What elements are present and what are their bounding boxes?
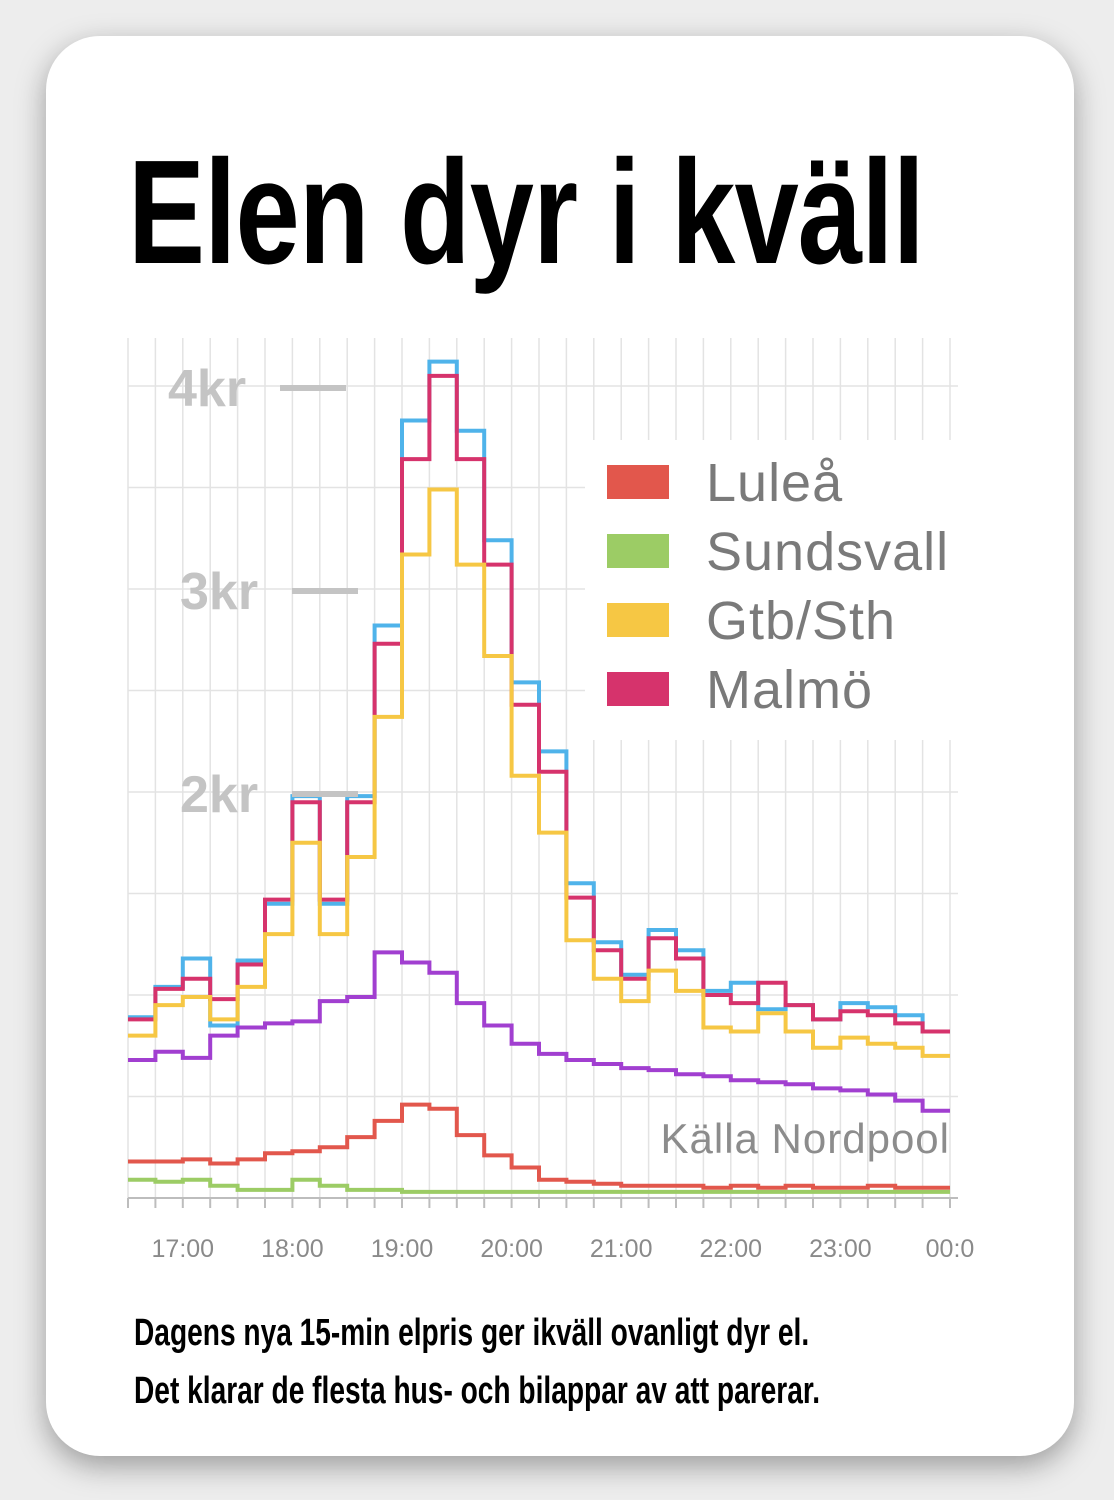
x-tick-label: 18:00: [261, 1235, 324, 1263]
page-title: Elen dyr i kväll: [128, 130, 925, 295]
legend-label: Luleå: [706, 453, 843, 513]
legend-swatch: [607, 603, 669, 637]
source-note: Källa Nordpool: [660, 1115, 950, 1162]
legend-label: Sundsvall: [706, 522, 949, 582]
legend-swatch: [607, 465, 669, 499]
y-tick-label: 4kr: [168, 360, 246, 418]
x-tick-label: 22:00: [700, 1235, 763, 1263]
series-line-unnamed-purple: [128, 950, 950, 1113]
series-line-sundsvall: [128, 1177, 950, 1194]
caption-line-1: Dagens nya 15-min elpris ger ikväll ovan…: [134, 1312, 810, 1354]
series-line-gtb-sth: [128, 487, 950, 1058]
x-ticks: 17:00 18:00 19:00 20:00 21:00 22:00 23:00 00:0: [127, 1198, 975, 1263]
legend: Luleå Sundsvall Gtb/Sth Malmö: [585, 440, 985, 740]
y-ticks: 4kr 3kr 2kr: [168, 360, 358, 824]
x-tick-label: 17:00: [152, 1235, 215, 1263]
x-tick-label: 23:00: [809, 1235, 872, 1263]
legend-swatch: [607, 672, 669, 706]
x-tick-label: 21:00: [590, 1235, 653, 1263]
series-lines: [128, 359, 950, 1194]
x-tick-label: 00:0: [926, 1235, 975, 1263]
series-line-malm-: [128, 373, 950, 1034]
series-line-lule-: [128, 1102, 950, 1190]
card: [46, 36, 1074, 1456]
legend-swatch: [607, 534, 669, 568]
y-tick-label: 2kr: [180, 766, 258, 824]
x-tick-label: 19:00: [371, 1235, 434, 1263]
legend-label: Gtb/Sth: [706, 591, 896, 651]
x-tick-label: 20:00: [480, 1235, 543, 1263]
y-tick-label: 3kr: [180, 563, 258, 621]
caption-line-2: Det klarar de flesta hus- och bilappar a…: [134, 1370, 821, 1412]
legend-label: Malmö: [706, 660, 873, 720]
caption: Dagens nya 15-min elpris ger ikväll ovan…: [134, 1304, 948, 1420]
